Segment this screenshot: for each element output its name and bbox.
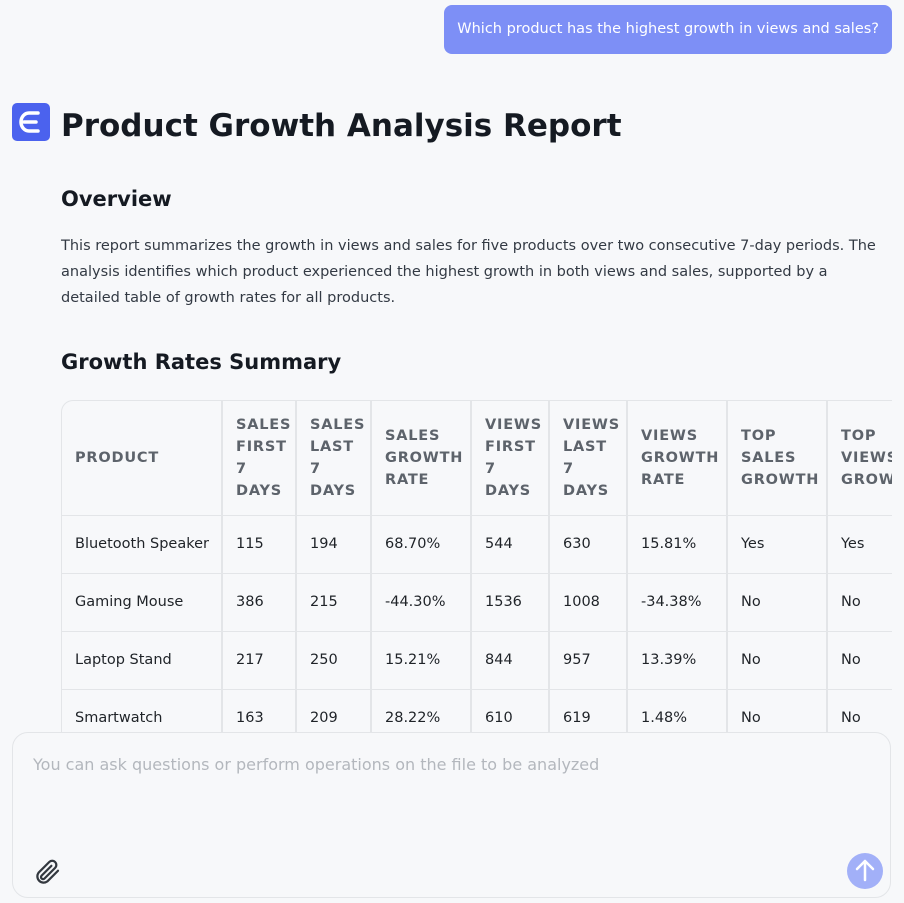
table-cell: Yes: [827, 515, 892, 574]
table-row: Bluetooth Speaker 115 194 68.70% 544 630 15.81…: [62, 515, 892, 574]
table-cell: 115: [222, 515, 297, 574]
table-cell: No: [727, 689, 828, 733]
column-header: SALES LAST 7 DAYS: [296, 401, 372, 516]
table-cell: Smartwatch: [62, 689, 223, 733]
assistant-logo: [12, 103, 50, 141]
section-heading: Growth Rates Summary: [61, 350, 342, 374]
table-cell: -34.38%: [627, 573, 728, 632]
table-cell: Bluetooth Speaker: [62, 515, 223, 574]
table-cell: 386: [222, 573, 297, 632]
table-cell: 217: [222, 631, 297, 690]
chat-input[interactable]: You can ask questions or perform operati…: [12, 732, 891, 898]
table-cell: 250: [296, 631, 372, 690]
table-container: PRODUCT SALES FIRST 7 DAYS SALES LAST 7 DA…: [61, 400, 892, 733]
table-cell: No: [827, 631, 892, 690]
table-row: Smartwatch 163 209 28.22% 610 619 1.48% No No: [62, 689, 892, 733]
table-cell: 630: [549, 515, 628, 574]
column-header: TOP VIEWS GROWTH: [827, 401, 892, 516]
table-cell: No: [727, 573, 828, 632]
table-cell: Yes: [727, 515, 828, 574]
table-row: Laptop Stand 217 250 15.21% 844 957 13.39% No No: [62, 631, 892, 690]
table-cell: 544: [471, 515, 550, 574]
column-header: VIEWS LAST 7 DAYS: [549, 401, 628, 516]
column-header: TOP SALES GROWTH: [727, 401, 828, 516]
table-cell: No: [727, 631, 828, 690]
send-button[interactable]: [847, 853, 883, 889]
table-row: Gaming Mouse 386 215 -44.30% 1536 1008 -34.38%…: [62, 573, 892, 632]
table-cell: 15.81%: [627, 515, 728, 574]
table-cell: 68.70%: [371, 515, 472, 574]
column-header: SALES FIRST 7 DAYS: [222, 401, 297, 516]
table-cell: 619: [549, 689, 628, 733]
table-cell: 13.39%: [627, 631, 728, 690]
column-header: VIEWS FIRST 7 DAYS: [471, 401, 550, 516]
table-cell: No: [827, 573, 892, 632]
report-title: Product Growth Analysis Report: [61, 108, 622, 144]
growth-table: PRODUCT SALES FIRST 7 DAYS SALES LAST 7 DA…: [62, 401, 892, 733]
table-cell: 844: [471, 631, 550, 690]
column-header: PRODUCT: [62, 401, 223, 516]
attach-button[interactable]: [33, 857, 63, 887]
table-cell: 1.48%: [627, 689, 728, 733]
overview-text: This report summarizes the growth in vie…: [61, 238, 876, 306]
column-header: VIEWS GROWTH RATE: [627, 401, 728, 516]
column-header: SALES GROWTH RATE: [371, 401, 472, 516]
header-row: PRODUCT SALES FIRST 7 DAYS SALES LAST 7 DA…: [62, 401, 892, 516]
table-cell: No: [827, 689, 892, 733]
table-cell: 163: [222, 689, 297, 733]
section-heading: Overview: [61, 187, 172, 211]
table-cell: 28.22%: [371, 689, 472, 733]
table-cell: 15.21%: [371, 631, 472, 690]
table-cell: 957: [549, 631, 628, 690]
table-cell: -44.30%: [371, 573, 472, 632]
table-cell: 194: [296, 515, 372, 574]
table-cell: Gaming Mouse: [62, 573, 223, 632]
table-cell: 209: [296, 689, 372, 733]
user-message: Which product has the highest growth in …: [444, 5, 892, 54]
table-cell: 1008: [549, 573, 628, 632]
chat-area: Which product has the highest growth in …: [12, 5, 892, 733]
table-cell: 610: [471, 689, 550, 733]
table-cell: 1536: [471, 573, 550, 632]
input-placeholder: You can ask questions or perform operati…: [33, 755, 600, 774]
table-cell: Laptop Stand: [62, 631, 223, 690]
table-cell: 215: [296, 573, 372, 632]
